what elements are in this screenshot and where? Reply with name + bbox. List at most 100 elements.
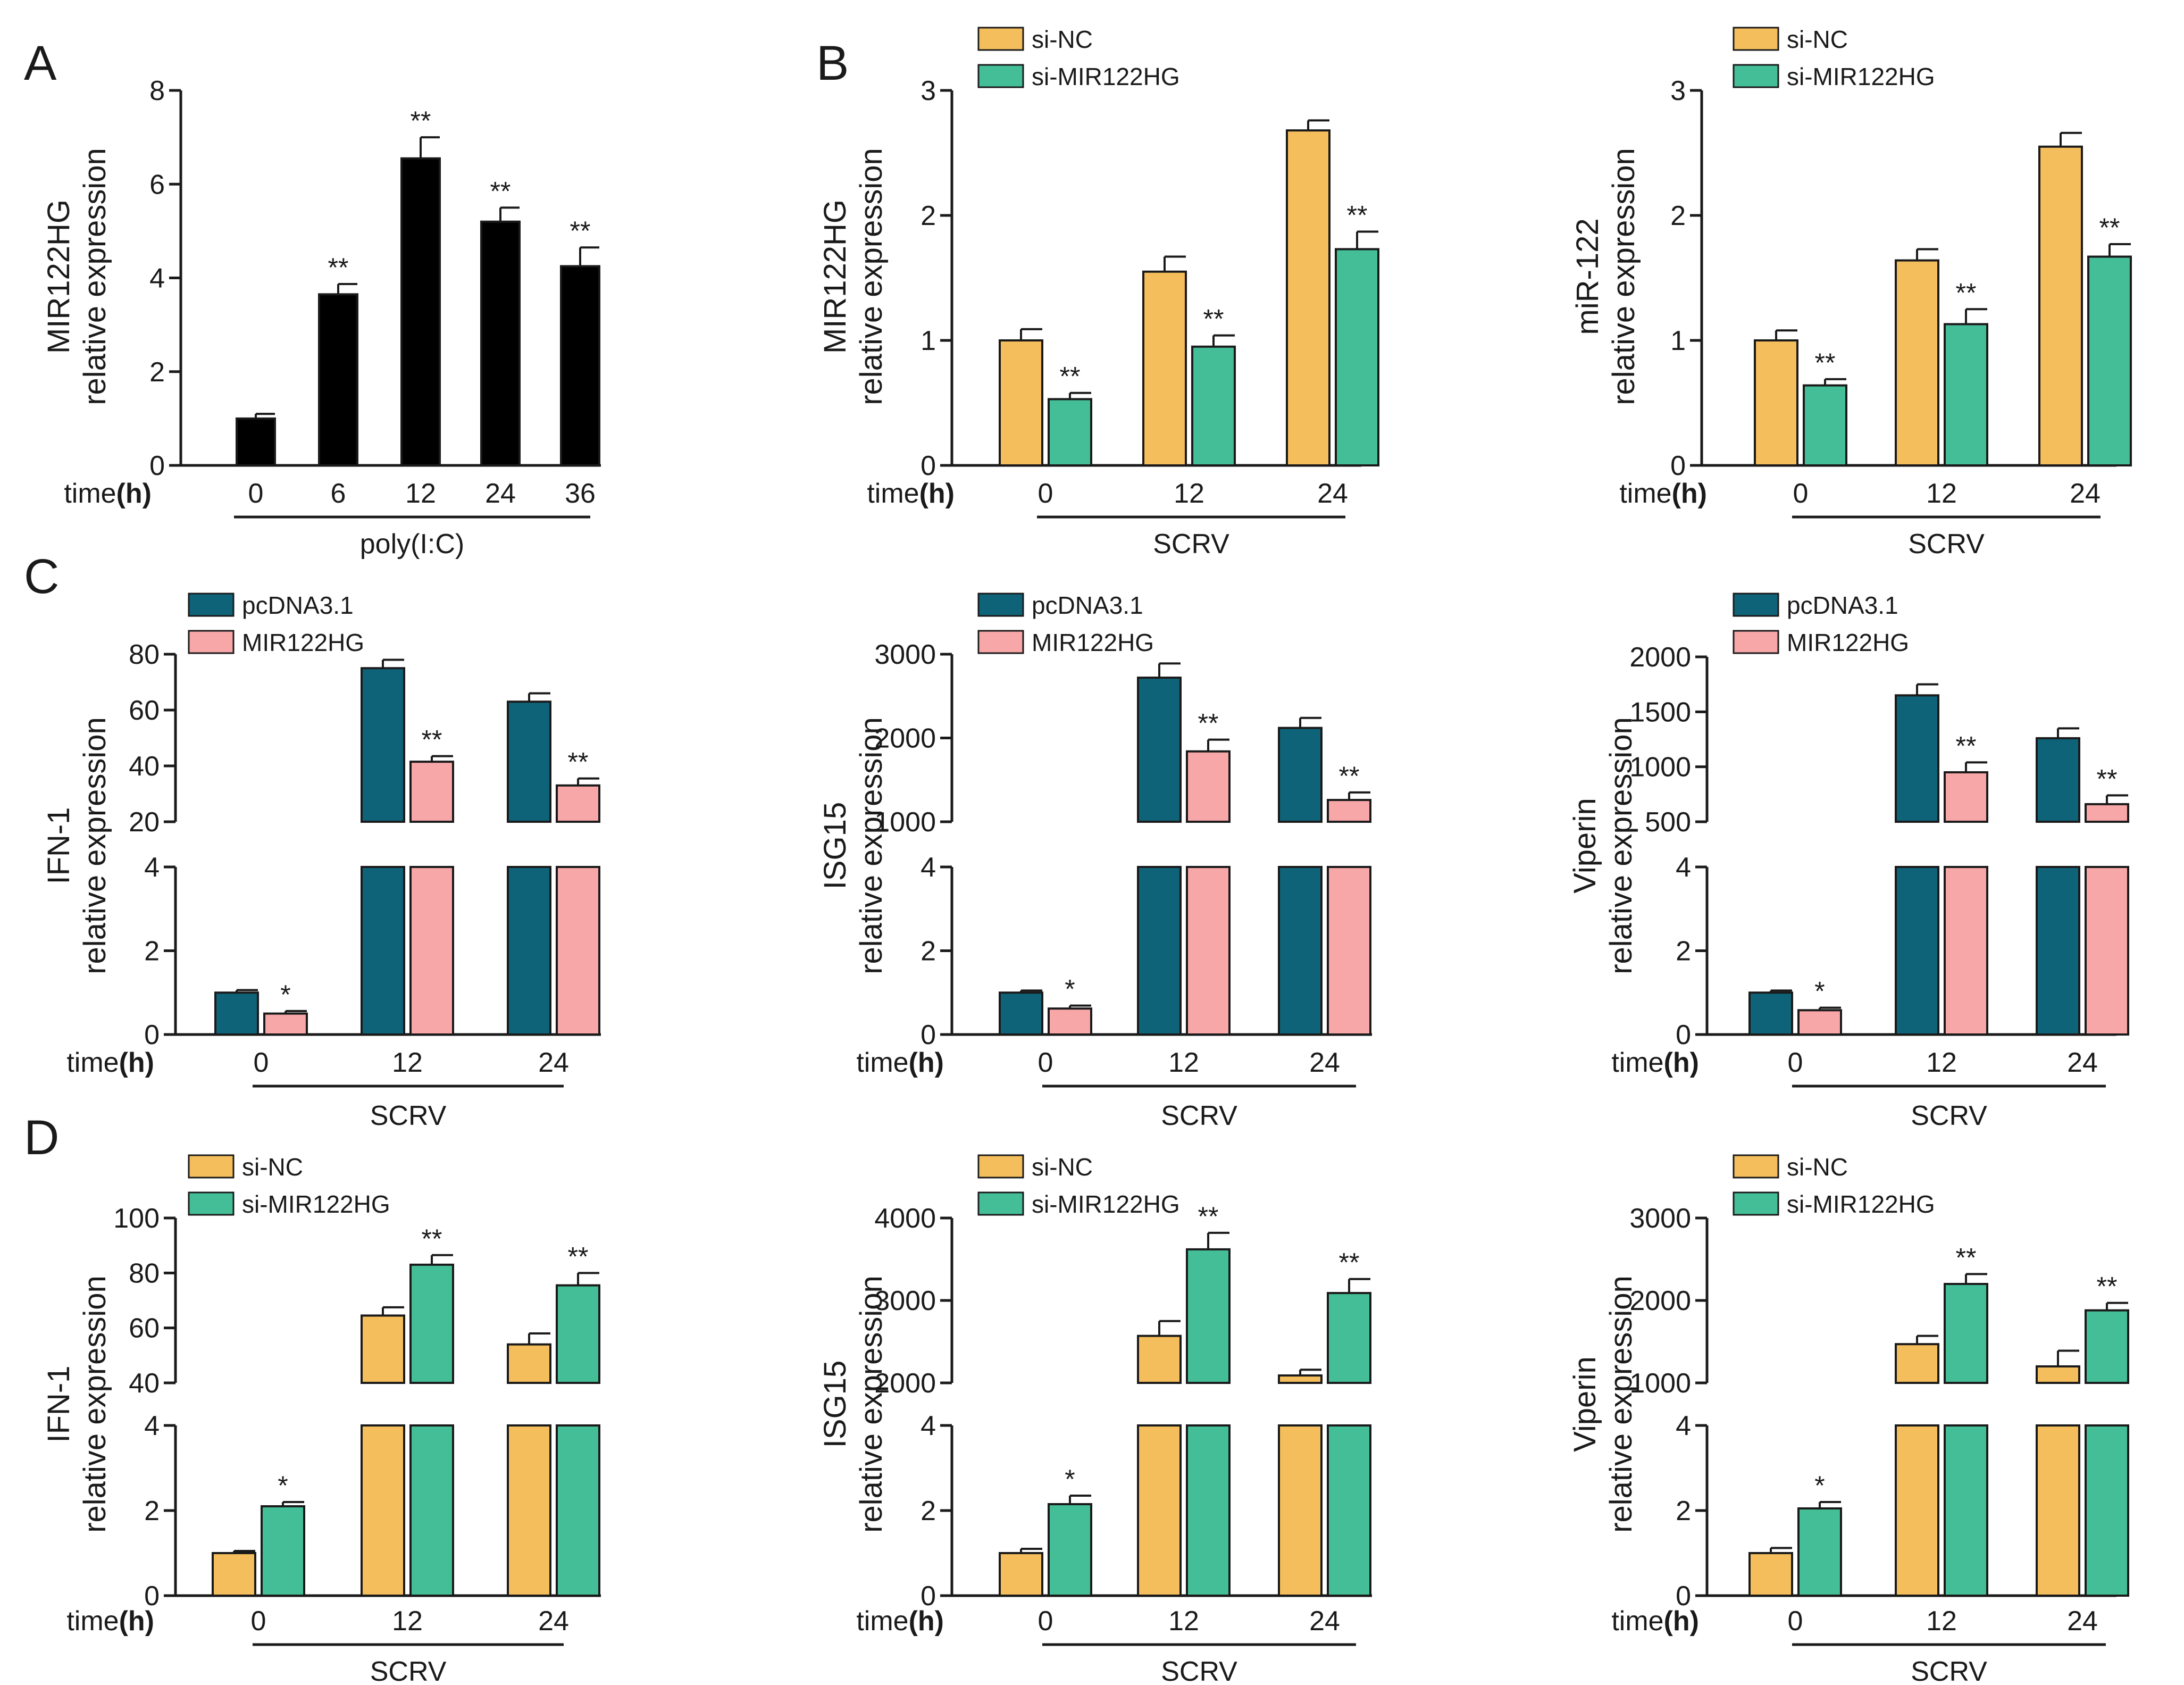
x-tick-label: 24 [1309,1047,1340,1078]
bar [361,667,405,823]
y-axis-label-line: ISG15 [818,802,852,889]
bar [507,700,551,823]
bar-lower [2085,1424,2129,1597]
legend-swatch [1733,64,1779,88]
time-label: time(h) [64,478,152,509]
x-tick-label: 24 [1317,478,1348,509]
bar [1748,1552,1793,1597]
legend-swatch [188,630,235,654]
significance-label: ** [490,176,511,206]
y-axis-label-line: MIR122HG [41,199,76,354]
y-axis-label-line: IFN-1 [41,1366,76,1443]
y-axis-label-line: relative expression [1604,1275,1638,1533]
y-tick-label: 100 [113,1203,160,1234]
y-axis-label-line: relative expression [854,1275,889,1533]
bar-lower [507,1424,551,1597]
bar [1137,1334,1182,1384]
time-label-unit: (h) [919,478,955,509]
y-tick-label: 8 [149,76,165,106]
significance-label: * [1065,1464,1075,1494]
y-tick-label: 4000 [874,1203,936,1234]
bar-lower [1944,1424,1988,1597]
significance-label: ** [1815,348,1836,378]
y-tick-label: 40 [129,751,160,782]
y-tick-label: 2000 [874,1368,936,1399]
bar-lower [1327,866,1371,1036]
bar-lower [1944,866,1988,1036]
time-label: time(h) [1619,478,1707,509]
significance-label: ** [422,725,442,755]
bar [1944,771,1988,823]
significance-label: ** [1956,1242,1977,1272]
time-label: time(h) [66,1606,154,1637]
significance-label: ** [1339,1248,1360,1278]
bar-lower [409,1424,454,1597]
legend-label: si-MIR122HG [242,1190,390,1218]
y-tick-label: 0 [1670,451,1686,481]
legend-label: MIR122HG [1787,629,1909,656]
legend-label: si-NC [1787,1153,1848,1181]
panel-letter: C [24,549,59,604]
legend-label: pcDNA3.1 [242,591,354,619]
y-axis-label-line: Viperin [1568,1356,1602,1452]
x-tick-label: 12 [1168,1606,1199,1637]
y-tick-label: 2000 [1629,642,1691,673]
bar-lower [1137,1424,1182,1597]
y-tick-label: 1000 [1629,752,1691,783]
y-tick-label: 2 [1676,936,1691,967]
y-axis-label-line: Viperin [1568,798,1602,894]
y-tick-label: 60 [129,1313,160,1344]
time-label-unit: (h) [909,1606,944,1637]
y-axis-label-line: relative expression [1604,717,1638,974]
bar-lower [2036,866,2080,1036]
time-label-unit: (h) [1672,478,1707,509]
axis-break-gap [160,1386,606,1422]
bar [2038,145,2083,466]
bar-lower [1895,1424,1939,1597]
y-tick-label: 4 [149,263,165,294]
y-tick-label: 3 [921,76,936,106]
bar [212,1552,256,1597]
time-label-unit: (h) [909,1047,944,1078]
x-tick-label: 12 [1174,478,1204,509]
legend-swatch [977,1191,1024,1216]
y-tick-label: 0 [1676,1581,1691,1612]
x-tick-label: 24 [2070,478,2101,509]
time-label-unit: (h) [116,478,152,509]
x-tick-label: 12 [392,1047,423,1078]
y-tick-label: 3000 [1629,1203,1691,1234]
legend-swatch [188,593,235,617]
significance-label: ** [2099,213,2120,243]
significance-label: ** [568,747,589,777]
x-tick-label: 24 [1309,1606,1340,1637]
y-tick-label: 1500 [1629,697,1691,728]
bar [1048,1503,1092,1597]
bar [1748,991,1793,1036]
y-axis-label-line: miR-122 [1570,218,1605,335]
legend-swatch [1733,1154,1779,1179]
y-tick-label: 1000 [874,807,936,838]
x-tick-label: 0 [1788,1606,1803,1637]
y-tick-label: 0 [921,1581,936,1612]
legend-label: si-MIR122HG [1787,1190,1935,1218]
y-axis-label-line: relative expression [854,717,889,974]
y-axis-label: ISG15relative expression [818,1275,889,1533]
legend-swatch [977,64,1024,88]
legend-swatch [977,630,1024,654]
x-tick-label: 12 [405,478,436,509]
axis-break-gap [1691,825,2122,864]
time-label: time(h) [856,1606,944,1637]
treatment-label: SCRV [1908,529,1985,560]
bar [1278,1374,1323,1384]
y-axis-label: Viperinrelative expression [1568,717,1638,974]
legend-label: MIR122HG [242,629,364,656]
significance-label: ** [422,1224,442,1254]
y-axis-label: MIR122HGrelative expression [41,148,112,405]
legend-label: pcDNA3.1 [1032,591,1143,619]
bar [1895,259,1939,466]
x-tick-label: 24 [485,478,516,509]
bar [2087,255,2132,466]
bar [1797,1009,1842,1036]
